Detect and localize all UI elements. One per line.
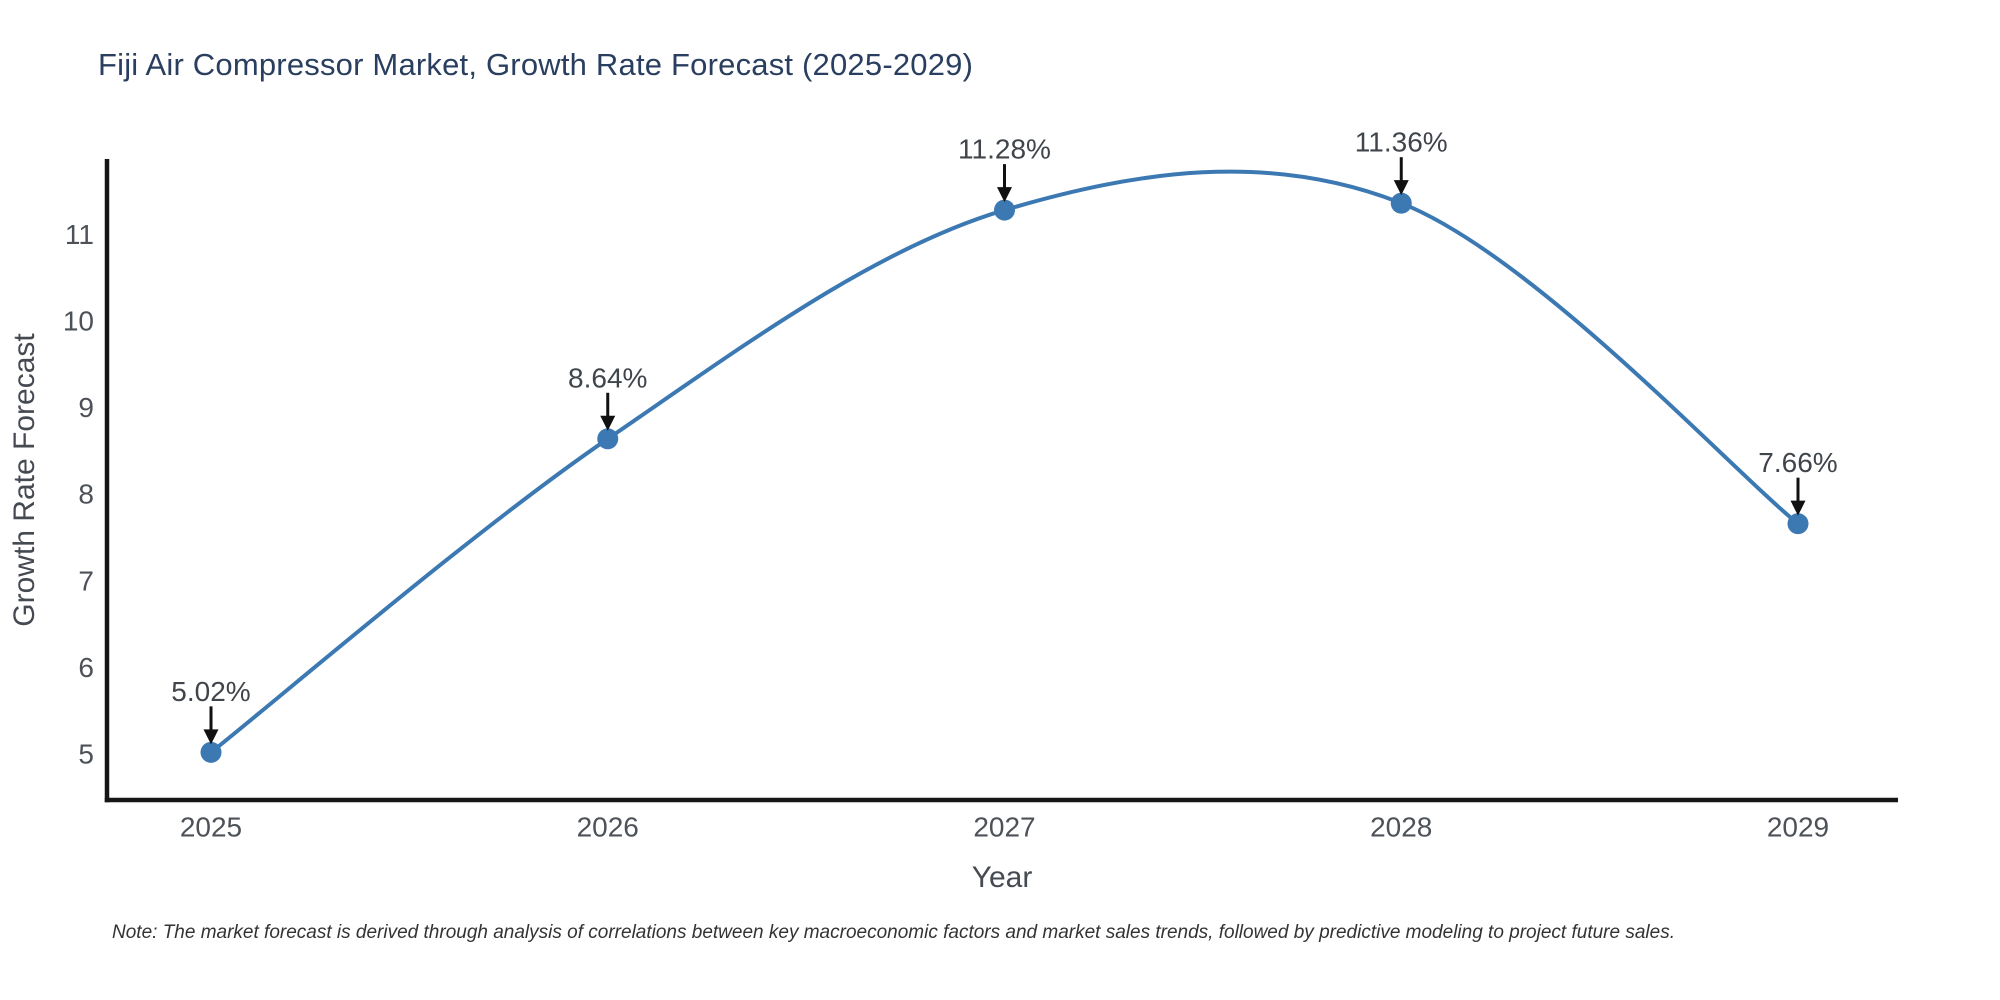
point-annotation-label: 11.28% [958,134,1051,165]
point-annotations: 5.02% 8.64% 11.28% 11.36% 7.66% [171,127,1838,745]
x-tick-label: 2029 [1767,812,1829,843]
axes [104,159,1898,803]
data-point-marker[interactable] [994,199,1015,221]
y-tick-label: 10 [63,305,94,336]
y-tick-label: 7 [78,565,94,596]
y-tick-label: 9 [78,392,94,423]
x-axis-tick-labels: 2025 2026 2027 2028 2029 [180,812,1829,843]
data-point-marker[interactable] [597,428,619,450]
x-tick-label: 2027 [973,812,1035,843]
annotation-arrowhead-icon [997,187,1012,203]
series-line [209,169,1800,755]
footnote: Note: The market forecast is derived thr… [112,922,1675,943]
chart-title: Fiji Air Compressor Market, Growth Rate … [98,47,974,82]
y-tick-label: 6 [78,652,94,683]
point-annotation-label: 8.64% [568,362,647,393]
y-tick-label: 8 [78,479,94,510]
y-tick-label: 11 [65,219,94,250]
series [209,169,1800,755]
data-point-marker[interactable] [1787,513,1809,535]
point-annotation-label: 11.36% [1355,127,1448,158]
x-tick-label: 2028 [1370,812,1432,843]
y-tick-label: 5 [78,739,94,770]
point-annotation-label: 5.02% [171,676,250,707]
point-annotation-label: 7.66% [1758,447,1837,478]
x-tick-label: 2025 [180,812,242,843]
y-axis-tick-labels: 5 6 7 8 9 10 11 [63,219,94,770]
x-tick-label: 2026 [577,812,639,843]
data-point-markers [200,192,1809,763]
annotation-arrowhead-icon [600,415,616,431]
x-axis-title: Year [971,861,1033,894]
data-point-marker[interactable] [1390,192,1412,214]
annotation-arrowhead-icon [203,729,219,745]
annotation-arrowhead-icon [1790,500,1806,516]
data-point-marker[interactable] [200,741,222,763]
annotation-arrowhead-icon [1393,180,1409,196]
